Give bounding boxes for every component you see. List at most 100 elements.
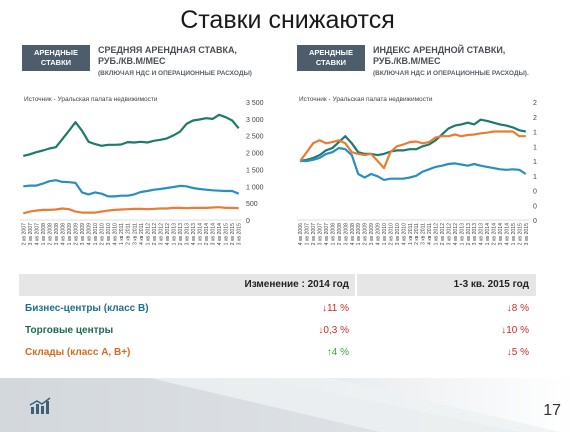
right-heading-line2: РУБ./КВ.М/МЕС [373, 56, 441, 66]
left-xtick-label: 3 кв 2011 [132, 223, 138, 245]
arrow-down-icon: ↓ [506, 347, 512, 358]
left-ytick-label: 2 000 [246, 151, 264, 158]
right-xtick-label: 1 кв 2012 [434, 223, 440, 245]
left-xtick-label: 3 кв 2010 [106, 223, 112, 245]
left-xtick-label: 2 кв 2013 [178, 223, 184, 245]
left-xtick-label: 4 кв 2010 [113, 223, 119, 245]
left-xtick-label: 4 кв 2014 [217, 223, 223, 245]
table-header-2014: Изменение : 2014 год [244, 279, 350, 290]
right-xtick-label: 4 кв 2012 [453, 223, 459, 245]
left-xtick-label: 3 кв 2015 [237, 223, 243, 245]
row-value-text: 0,3 % [323, 325, 349, 336]
left-ytick-label: 1 500 [246, 167, 264, 174]
row-value-text: 8 % [511, 303, 529, 314]
left-xtick-label: 1 кв 2008 [41, 223, 47, 245]
arrow-down-icon: ↓ [321, 303, 327, 314]
left-xtick-label: 3 кв 2008 [54, 223, 60, 245]
right-badge-line1: АРЕНДНЫЕ [309, 48, 353, 57]
left-chart-subheading: (ВКЛЮЧАЯ НДС И ОПЕРАЦИОННЫЕ РАСХОДЫ) [98, 70, 252, 77]
right-xtick-label: 4 кв 2008 [350, 223, 356, 245]
right-xtick-label: 3 кв 2007 [318, 223, 324, 245]
left-xtick-label: 2 кв 2014 [204, 223, 210, 245]
right-xtick-label: 3 кв 2012 [446, 223, 452, 245]
right-xtick-label: 3 кв 2010 [395, 223, 401, 245]
left-chart-heading: СРЕДНЯЯ АРЕНДНАЯ СТАВКА, РУБ./КВ.М/МЕС (… [98, 45, 278, 79]
right-ytick-label: 0 [533, 203, 537, 210]
right-xtick-label: 2 кв 2010 [388, 223, 394, 245]
table-row: Склады (класс А, В+) ↑4 % ↓5 % [19, 342, 536, 364]
row-value-v1: ↓0,3 % [169, 320, 349, 342]
right-xtick-label: 2 кв 2008 [337, 223, 343, 245]
right-ytick-label: 2 [533, 115, 537, 122]
slide-title: Ставки снижаются [180, 6, 395, 34]
left-xtick-label: 2 кв 2012 [152, 223, 158, 245]
arrow-down-icon: ↓ [318, 325, 324, 336]
left-xtick-label: 3 кв 2013 [185, 223, 191, 245]
row-value-text: 4 % [331, 347, 349, 358]
right-xtick-label: 2 кв 2013 [466, 223, 472, 245]
arrow-down-icon: ↓ [501, 325, 507, 336]
right-xtick-label: 4 кв 2010 [401, 223, 407, 245]
row-value-v2: ↓10 % [359, 320, 529, 342]
right-xtick-label: 4 кв 2014 [504, 223, 510, 245]
left-xtick-label: 2 кв 2015 [230, 223, 236, 245]
page-number: 17 [543, 402, 561, 419]
right-xtick-label: 2 кв 2012 [440, 223, 446, 245]
table-header-divider [355, 274, 357, 296]
right-chart-heading: ИНДЕКС АРЕНДНОЙ СТАВКИ, РУБ./КВ.М/МЕС (В… [373, 45, 558, 79]
row-value-v1: ↓11 % [169, 298, 349, 320]
left-ytick-label: 2 500 [246, 134, 264, 141]
left-ytick-label: 0 [246, 218, 250, 225]
right-xtick-label: 2 кв 2011 [414, 223, 420, 245]
right-xtick-label: 2 кв 2007 [311, 223, 317, 245]
table-header-row: Изменение : 2014 год 1-3 кв. 2015 год [19, 274, 536, 296]
arrow-down-icon: ↓ [506, 303, 512, 314]
right-xtick-label: 1 кв 2014 [485, 223, 491, 245]
row-label: Склады (класс А, В+) [25, 347, 131, 358]
left-xtick-label: 1 кв 2013 [171, 223, 177, 245]
right-xtick-label: 4 кв 2013 [479, 223, 485, 245]
left-line-chart: 0 500 1 000 1 500 2 000 2 500 3 000 3 500 2 кв 2… [20, 100, 264, 245]
left-badge-line1: АРЕНДНЫЕ [34, 48, 78, 57]
right-xtick-label: 3 кв 2009 [369, 223, 375, 245]
row-label: Торговые центры [25, 325, 114, 336]
right-chart-source: Источник - Уральская палата недвижимости [299, 96, 433, 103]
right-xtick-label: 3 кв 2008 [343, 223, 349, 245]
row-label: Бизнес-центры (класс В) [25, 303, 149, 314]
right-heading-line1: ИНДЕКС АРЕНДНОЙ СТАВКИ, [373, 45, 506, 55]
row-value-v2: ↓8 % [359, 298, 529, 320]
left-ytick-label: 500 [246, 201, 258, 208]
footer-band [0, 378, 575, 432]
left-xtick-label: 3 кв 2012 [158, 223, 164, 245]
right-series-line-0 [300, 118, 526, 163]
right-series-line-2 [299, 130, 526, 170]
left-xtick-label: 4 кв 2007 [34, 223, 40, 245]
right-xtick-label: 4 кв 2011 [427, 223, 433, 245]
right-xtick-label: 3 кв 2013 [472, 223, 478, 245]
left-chart-source: Источник - Уральская палата недвижимости [24, 96, 158, 103]
left-xtick-label: 4 кв 2009 [87, 223, 93, 245]
table-row: Торговые центры ↓0,3 % ↓10 % [19, 320, 536, 342]
left-xtick-label: 2 кв 2007 [21, 223, 27, 245]
left-xtick-label: 2 кв 2011 [126, 223, 132, 245]
left-xtick-label: 4 кв 2008 [60, 223, 66, 245]
left-badge-line2: СТАВКИ [40, 58, 72, 67]
right-xtick-label: 2 кв 2015 [517, 223, 523, 245]
left-xtick-label: 4 кв 2013 [191, 223, 197, 245]
right-chart-panel: АРЕНДНЫЕ СТАВКИ ИНДЕКС АРЕНДНОЙ СТАВКИ, … [293, 40, 558, 280]
left-xtick-label: 1 кв 2011 [119, 223, 125, 245]
left-xtick-label: 3 кв 2014 [211, 223, 217, 245]
left-xtick-label: 2 кв 2010 [100, 223, 106, 245]
right-xtick-label: 3 кв 2011 [421, 223, 427, 245]
left-xtick-label: 2 кв 2008 [47, 223, 53, 245]
left-series-line-2 [23, 206, 239, 215]
right-ytick-label: 2 [533, 100, 537, 107]
left-series-line-1 [23, 179, 240, 198]
left-xtick-label: 1 кв 2009 [67, 223, 73, 245]
table-row: Бизнес-центры (класс В) ↓11 % ↓8 % [19, 298, 536, 320]
left-xtick-label: 3 кв 2009 [80, 223, 86, 245]
right-xtick-label: 1 кв 2010 [382, 223, 388, 245]
left-chart-badge: АРЕНДНЫЕ СТАВКИ [22, 45, 90, 71]
left-xtick-label: 1 кв 2010 [93, 223, 99, 245]
